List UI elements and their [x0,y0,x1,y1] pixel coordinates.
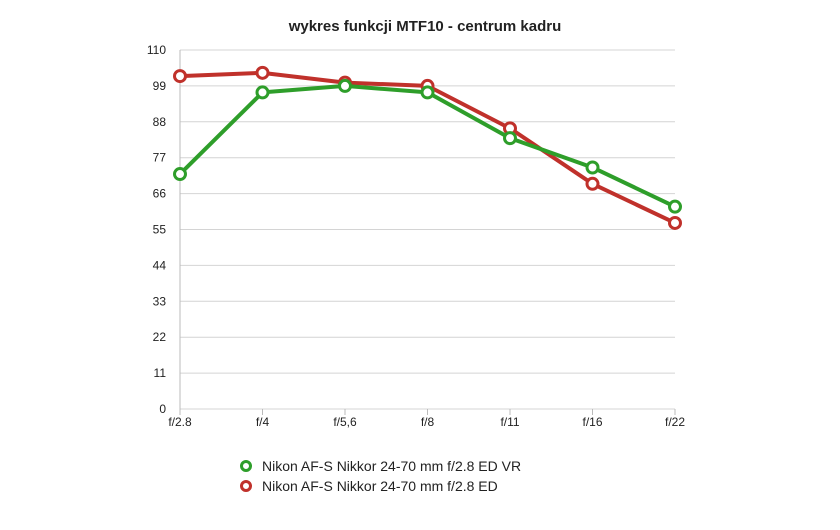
data-point [503,131,517,146]
data-point [255,85,270,100]
data-point [585,176,600,191]
y-tick-label: 44 [153,258,167,272]
legend: Nikon AF-S Nikkor 24-70 mm f/2.8 ED VR N… [240,456,521,496]
y-tick-label: 110 [147,43,166,57]
x-tick-label: f/16 [582,415,602,429]
chart-title: wykres funkcji MTF10 - centrum kadru [288,18,562,35]
legend-item-ed: Nikon AF-S Nikkor 24-70 mm f/2.8 ED [240,476,521,496]
y-tick-label: 55 [153,223,167,237]
legend-marker-ed [240,480,252,492]
data-point [668,215,682,230]
y-tick-label: 88 [153,115,167,129]
data-point [338,78,352,93]
series-layer [173,65,682,230]
x-tick-label: f/22 [665,415,685,429]
y-tick-label: 0 [159,402,166,416]
x-tick-label: f/8 [421,415,435,429]
x-tick-label: f/5,6 [333,415,357,429]
x-tick-label: f/4 [256,415,270,429]
data-point [173,167,187,182]
legend-label-vr: Nikon AF-S Nikkor 24-70 mm f/2.8 ED VR [262,458,522,474]
x-tick-label: f/11 [500,415,519,429]
y-tick-label: 99 [153,79,167,93]
y-tick-label: 22 [153,330,167,344]
legend-item-vr: Nikon AF-S Nikkor 24-70 mm f/2.8 ED VR [240,456,521,476]
y-tick-label: 77 [153,151,167,165]
data-point [668,199,682,214]
data-point [585,160,600,175]
grid [179,49,675,410]
legend-marker-vr [240,460,252,472]
legend-label-ed: Nikon AF-S Nikkor 24-70 mm f/2.8 ED [262,478,498,494]
data-point [255,65,270,80]
y-tick-label: 33 [153,294,167,308]
y-tick-label: 11 [154,366,167,380]
x-axis-ticks: f/2.8 f/4 f/5,6 f/8 f/11 f/16 f/22 [168,409,685,429]
data-point [173,69,187,84]
y-tick-label: 66 [153,187,167,201]
y-axis-ticks: 0 11 22 33 44 55 66 77 88 99 110 [147,43,166,416]
data-point [420,85,435,100]
x-tick-label: f/2.8 [168,415,192,429]
series-0 [173,78,682,214]
